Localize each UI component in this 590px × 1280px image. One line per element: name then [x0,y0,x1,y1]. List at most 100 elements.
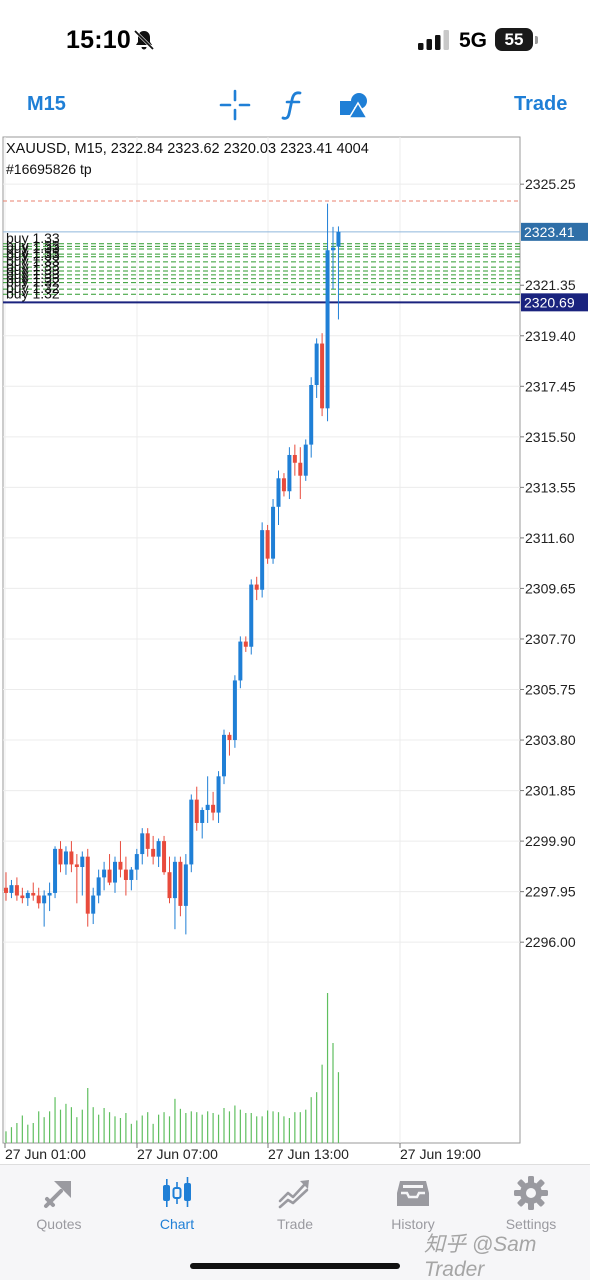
candle-body [140,833,145,855]
candle-body [336,231,341,247]
price-tick-label: 2305.75 [525,682,576,698]
tab-history-label: History [391,1216,435,1232]
buy-order-label: buy 1.33 [6,237,60,253]
price-tick-label: 2297.95 [525,884,576,900]
objects-icon[interactable] [337,88,371,122]
status-time: 15:10 [66,26,131,54]
bid-price-tag-bg [521,222,588,241]
buy-order-label: buy 1.33 [6,266,60,282]
candle-body [238,641,243,681]
candle-body [42,895,47,904]
watermark: 知乎 @Sam Trader [424,1233,537,1280]
home-indicator[interactable] [190,1263,400,1269]
quotes-icon [44,1181,71,1208]
timeframe-button[interactable]: M15 [27,93,66,115]
chart-frame [2,136,521,1144]
time-label: 27 Jun 01:00 [5,1146,86,1162]
tab-chart[interactable]: Chart [118,1165,236,1245]
order-price-tag-bg [521,293,588,312]
candle-body [287,454,292,492]
price-tick-label: 2321.35 [525,277,576,293]
candle-body [96,877,101,896]
order-price-tag: 2320.69 [524,294,575,310]
buy-order-label: buy 1.33 [6,230,60,246]
candle-body [53,848,58,893]
price-tick-label: 2313.55 [525,479,576,495]
indicator-f-icon[interactable] [277,88,311,122]
candle-body [183,864,188,906]
tab-trade[interactable]: Trade [236,1165,354,1245]
buy-order-label: buy 1.32 [6,280,60,296]
candle-body [232,680,237,741]
candle-body [167,872,172,899]
chart-header: XAUUSD, M15, 2322.84 2323.62 2320.03 232… [6,141,369,157]
candle-body [254,584,259,590]
buy-order-label: buy 1.33 [6,248,60,264]
candle-body [118,861,123,870]
battery-level: 55 [504,30,524,49]
price-tick-label: 2319.40 [525,328,576,344]
price-tick-label: 2303.80 [525,732,576,748]
candle-body [36,895,41,904]
buy-order-label: buy 1.32 [6,285,60,301]
candle-body [243,641,248,647]
candle-body [314,343,319,386]
candle-body [325,250,330,409]
price-tick-label: 2325.25 [525,176,576,192]
candle-body [91,895,96,914]
tab-quotes[interactable]: Quotes [0,1165,118,1245]
time-label: 27 Jun 07:00 [137,1146,218,1162]
candle-body [162,841,167,873]
chart-icon [163,1177,191,1207]
candle-body [320,343,325,409]
price-tick-label: 2299.90 [525,833,576,849]
buy-order-label: buy 1.33 [6,270,60,286]
tab-trade-label: Trade [276,1216,314,1232]
buy-order-label: buy 1.33 [6,258,60,274]
candle-body [265,530,270,559]
time-label: 27 Jun 13:00 [268,1146,349,1162]
buy-order-label: buy 1.33 [6,253,60,269]
candle-body [216,776,221,813]
price-chart[interactable]: buy 1.33 buy 1.33 buy 1.33 buy 1.33 buy 1.33… [0,134,590,1164]
candle-body [85,856,90,914]
candle-body [31,892,36,896]
trade-button[interactable]: Trade [514,93,568,115]
order-tp-label: #16695826 tp [6,161,92,177]
candle-body [298,462,303,476]
candle-body [227,734,232,741]
candle-body [145,833,150,849]
tab-settings[interactable]: Settings [472,1165,590,1245]
price-tick-label: 2301.85 [525,783,576,799]
candle-body [249,584,254,647]
candle-body [178,861,183,906]
price-tick-label: 2296.00 [525,934,576,950]
trade-icon [278,1180,309,1209]
tab-quotes-label: Quotes [36,1216,82,1232]
candle-body [134,854,139,870]
candle-body [189,799,194,865]
crosshair-icon[interactable] [218,88,252,122]
candle-body [74,864,79,868]
candle-body [309,385,314,445]
candle-body [80,856,85,868]
candle-body [194,799,199,823]
battery-icon: 55 [495,28,539,51]
history-icon [397,1181,429,1206]
candle-body [172,861,177,899]
settings-icon [514,1176,548,1210]
status-bar: 15:10 5G 55 [0,0,590,80]
tab-history[interactable]: History [354,1165,472,1245]
candle-body [25,892,30,899]
candle-body [281,478,286,492]
candle-body [200,810,205,823]
buy-order-label: buy 1.33 [6,240,60,256]
candle-body [9,885,14,893]
candle-body [102,869,107,878]
price-tick-label: 2317.45 [525,378,576,394]
candle-body [107,869,112,883]
candle-body [4,887,8,893]
candle-body [123,869,128,880]
price-tick-label: 2311.60 [525,530,575,546]
